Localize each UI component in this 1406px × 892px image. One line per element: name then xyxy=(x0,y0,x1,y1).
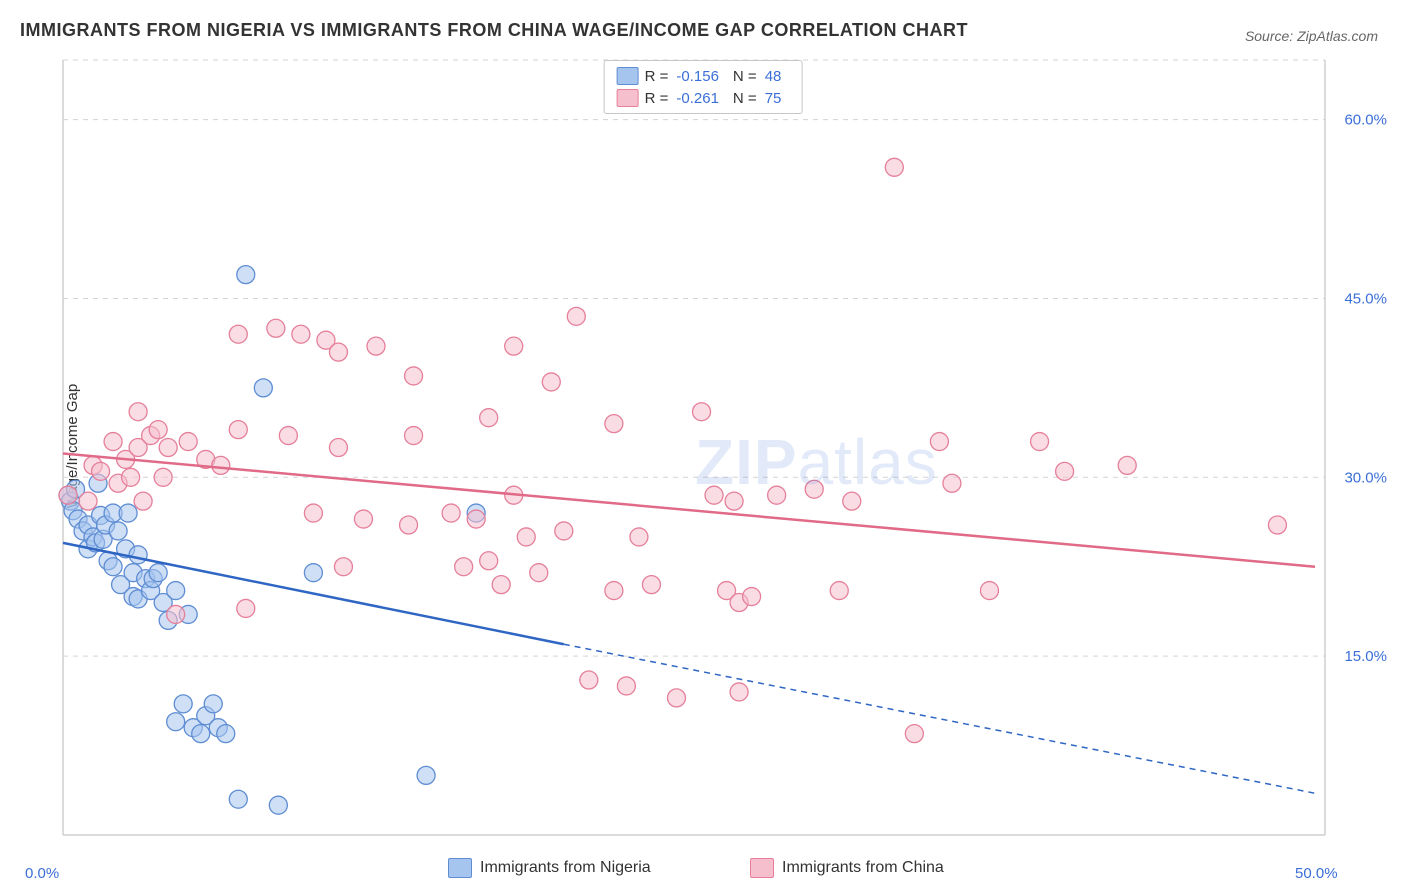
legend-bottom-label-1: Immigrants from China xyxy=(782,859,944,877)
x-tick-0: 0.0% xyxy=(25,865,59,882)
legend-stats-N-0: 48 xyxy=(765,68,782,85)
svg-text:60.0%: 60.0% xyxy=(1344,112,1387,129)
legend-bottom-0: Immigrants from Nigeria xyxy=(448,858,651,878)
legend-stats-box: R = -0.156 N = 48 R = -0.261 N = 75 xyxy=(604,60,803,114)
legend-bottom-swatch-0 xyxy=(448,858,472,878)
legend-stats-R-1: -0.261 xyxy=(676,90,719,107)
legend-stats-N-1: 75 xyxy=(765,90,782,107)
legend-stats-R-label-0: R = xyxy=(645,68,669,85)
legend-stats-R-label-1: R = xyxy=(645,90,669,107)
scatter-chart-svg: 15.0%30.0%45.0%60.0% xyxy=(55,55,1335,845)
legend-stats-swatch-1 xyxy=(617,89,639,107)
legend-stats-row-0: R = -0.156 N = 48 xyxy=(613,65,794,87)
legend-bottom-label-0: Immigrants from Nigeria xyxy=(480,859,651,877)
x-tick-1: 50.0% xyxy=(1295,865,1338,882)
legend-bottom-swatch-1 xyxy=(750,858,774,878)
legend-stats-R-0: -0.156 xyxy=(676,68,719,85)
legend-stats-N-label-1: N = xyxy=(733,90,757,107)
legend-stats-row-1: R = -0.261 N = 75 xyxy=(613,87,794,109)
svg-text:30.0%: 30.0% xyxy=(1344,469,1387,486)
chart-area: 15.0%30.0%45.0%60.0% ZIPatlas xyxy=(55,55,1335,845)
source-attribution: Source: ZipAtlas.com xyxy=(1245,28,1378,44)
legend-bottom-1: Immigrants from China xyxy=(750,858,944,878)
legend-stats-N-label-0: N = xyxy=(733,68,757,85)
legend-stats-swatch-0 xyxy=(617,67,639,85)
chart-title: IMMIGRANTS FROM NIGERIA VS IMMIGRANTS FR… xyxy=(20,20,968,41)
svg-text:45.0%: 45.0% xyxy=(1344,290,1387,307)
svg-text:15.0%: 15.0% xyxy=(1344,648,1387,665)
